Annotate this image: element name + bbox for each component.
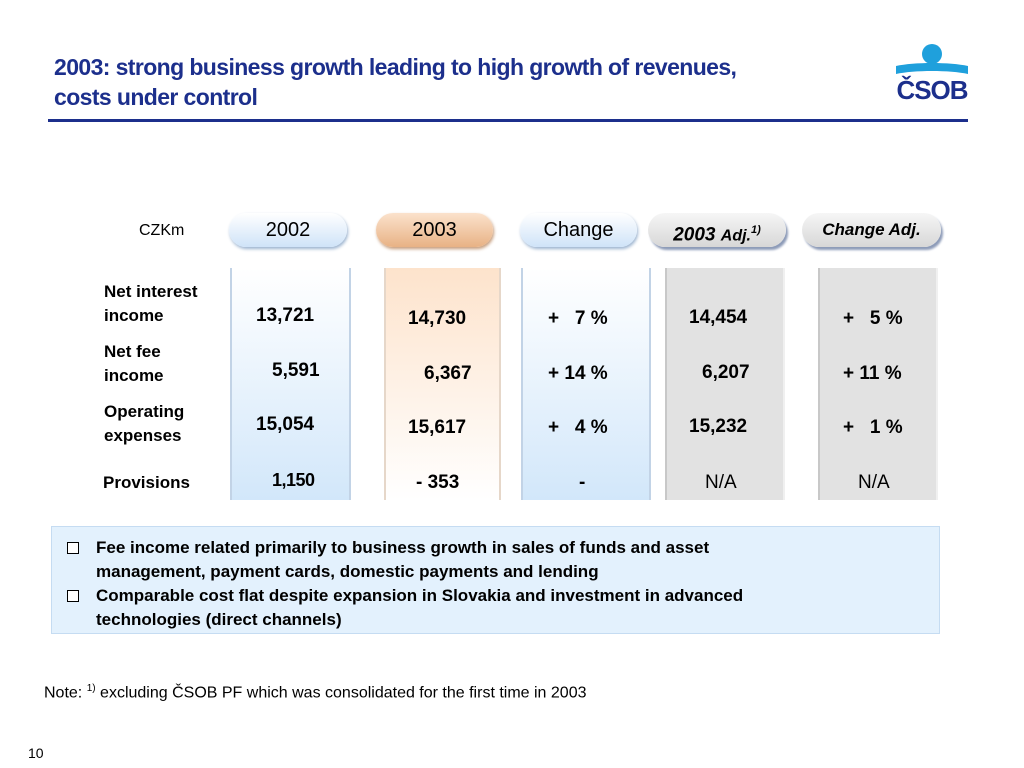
row-label-line: income [104, 366, 164, 385]
column-2003-adj [665, 268, 785, 500]
column-header-2003: 2003 [376, 213, 493, 247]
title-divider [48, 119, 968, 122]
column-header-2003-adj: 2003 Adj.1) [648, 213, 786, 247]
bullet-line: Comparable cost flat despite expansion i… [96, 586, 744, 605]
bullet-line: Fee income related primarily to business… [96, 538, 710, 557]
row-label-provisions: Provisions [103, 471, 190, 495]
bullet-line: technologies (direct channels) [96, 610, 342, 629]
header-adj-footnote-ref: 1) [751, 224, 761, 236]
cell-nfi-change-adj: + 11 % [843, 363, 902, 384]
bullet-line: management, payment cards, domestic paym… [96, 562, 599, 581]
cell-opex-2003-adj: 15,232 [689, 416, 748, 437]
footnote-prefix: Note: [44, 684, 87, 702]
cell-nii-change: + 7 % [548, 308, 608, 329]
row-label-line: Provisions [103, 473, 190, 492]
cell-opex-2002: 15,054 [256, 414, 315, 435]
cell-opex-change: + 4 % [548, 417, 608, 438]
column-header-change-adj: Change Adj. [802, 213, 941, 247]
cell-nfi-2003-adj: 6,207 [702, 362, 750, 383]
row-label-line: income [104, 306, 164, 325]
csob-logo: ČSOB [894, 42, 970, 105]
cell-prov-2003-adj: N/A [705, 472, 737, 493]
row-label-line: Operating [104, 402, 185, 421]
checkbox-bullet-icon [67, 542, 79, 554]
cell-nfi-2003: 6,367 [424, 363, 472, 384]
row-label-net-interest-income: Net interest income [104, 280, 198, 328]
column-2003 [384, 268, 501, 500]
row-label-operating-expenses: Operating expenses [104, 400, 184, 448]
cell-nii-2003: 14,730 [408, 308, 467, 329]
row-label-line: Net interest [104, 282, 198, 301]
cell-nii-2003-adj: 14,454 [689, 307, 748, 328]
cell-opex-change-adj: + 1 % [843, 417, 903, 438]
cell-nii-2002: 13,721 [256, 305, 315, 326]
row-label-line: Net fee [104, 342, 161, 361]
cell-nfi-change: + 14 % [548, 363, 608, 384]
column-change-adj [818, 268, 938, 500]
column-header-change: Change [520, 213, 637, 247]
footnote-text: excluding ČSOB PF which was consolidated… [95, 684, 587, 702]
column-change [521, 268, 651, 500]
row-label-net-fee-income: Net fee income [104, 340, 164, 388]
unit-label: CZKm [139, 222, 185, 239]
page-title: 2003: strong business growth leading to … [54, 52, 854, 112]
footnote: Note: 1) excluding ČSOB PF which was con… [44, 683, 587, 702]
footnote-ref: 1) [86, 683, 96, 694]
cell-nii-change-adj: + 5 % [843, 308, 903, 329]
checkbox-bullet-icon [67, 590, 79, 602]
row-label-line: expenses [104, 426, 182, 445]
cell-prov-2002: 1,150 [272, 470, 315, 490]
column-2002 [230, 268, 351, 500]
title-line-1: 2003: strong business growth leading to … [54, 54, 737, 80]
bullet-text: Comparable cost flat despite expansion i… [96, 584, 936, 632]
title-line-2: costs under control [54, 84, 258, 110]
cell-opex-2003: 15,617 [408, 417, 467, 438]
header-adj-suffix: Adj. [720, 227, 751, 245]
column-header-2002: 2002 [229, 213, 347, 247]
page-number: 10 [28, 745, 44, 761]
cell-prov-2003: - 353 [416, 472, 460, 493]
cell-prov-change-adj: N/A [858, 472, 890, 493]
logo-wordmark: ČSOB [896, 75, 968, 105]
cell-prov-change: - [579, 472, 586, 493]
bullet-text: Fee income related primarily to business… [96, 536, 936, 584]
header-adj-year: 2003 [673, 224, 716, 246]
commentary-box: Fee income related primarily to business… [51, 526, 940, 634]
logo-figure-icon [896, 44, 968, 74]
cell-nfi-2002: 5,591 [272, 360, 320, 381]
